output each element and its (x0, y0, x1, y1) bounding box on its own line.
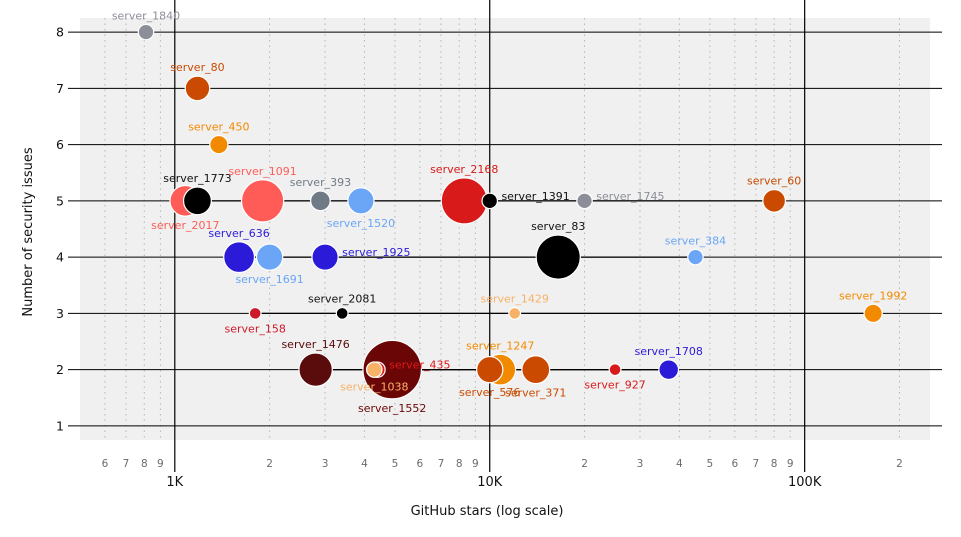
data-point (687, 248, 704, 266)
point-label: server_83 (531, 220, 585, 233)
point-label: server_1476 (281, 338, 349, 351)
y-tick-label: 7 (56, 81, 64, 96)
data-point (255, 243, 284, 271)
y-tick-label: 2 (56, 362, 64, 377)
point-label: server_1840 (112, 9, 180, 22)
point-label: server_1552 (358, 402, 426, 415)
y-tick-label: 4 (56, 250, 64, 265)
x-minor-tick-label: 9 (157, 458, 164, 470)
x-major-tick-label: 10K (477, 475, 503, 490)
point-label: server_1391 (501, 190, 569, 203)
point-label: server_1429 (481, 293, 549, 306)
y-tick-label: 1 (56, 418, 64, 433)
point-label: server_927 (584, 379, 645, 392)
x-axis-ticks: 6 7 8 9 2 3 4 5 6 7 8 9 2 3 4 5 6 7 8 9 21K 10K 100K (102, 458, 903, 490)
x-minor-tick-label: 3 (322, 458, 329, 470)
data-point (535, 234, 581, 280)
x-minor-tick-label: 3 (637, 458, 644, 470)
point-label: server_1992 (839, 289, 907, 302)
data-point (658, 359, 680, 381)
x-minor-tick-label: 8 (141, 458, 148, 470)
x-minor-tick-label: 2 (266, 458, 273, 470)
data-point (440, 177, 488, 225)
point-label: server_1745 (596, 190, 664, 203)
point-label: server_1091 (228, 165, 296, 178)
point-label: server_2081 (308, 293, 376, 306)
x-minor-tick-label: 2 (581, 458, 588, 470)
data-point (298, 352, 333, 387)
x-minor-tick-label: 5 (707, 458, 714, 470)
data-point (311, 243, 339, 271)
data-point (223, 241, 256, 274)
x-minor-tick-label: 2 (896, 458, 903, 470)
data-point (508, 306, 522, 320)
x-minor-tick-label: 7 (753, 458, 760, 470)
data-point (240, 179, 285, 223)
point-label: server_1925 (342, 246, 410, 259)
point-label: server_1038 (340, 380, 408, 393)
x-major-tick-label: 1K (166, 475, 183, 490)
point-label: server_393 (290, 176, 351, 189)
x-axis-title: GitHub stars (log scale) (411, 504, 564, 519)
x-minor-tick-label: 7 (123, 458, 130, 470)
x-minor-tick-label: 7 (438, 458, 445, 470)
data-point (184, 75, 211, 102)
y-tick-label: 8 (56, 25, 64, 40)
point-label: server_1247 (466, 339, 534, 352)
point-label: server_1520 (327, 217, 395, 230)
point-label: server_1773 (163, 172, 231, 185)
x-minor-tick-label: 8 (456, 458, 463, 470)
data-point (576, 192, 593, 210)
data-point (762, 188, 787, 213)
y-tick-label: 3 (56, 306, 64, 321)
point-label: server_2017 (151, 219, 219, 232)
y-axis-title: Number of security issues (21, 147, 36, 316)
x-minor-tick-label: 9 (787, 458, 794, 470)
data-point (347, 187, 375, 215)
point-label: server_60 (747, 175, 801, 188)
point-label: server_2168 (430, 163, 498, 176)
data-point (248, 306, 262, 320)
data-point (481, 192, 499, 210)
point-label: server_435 (389, 359, 450, 372)
x-minor-tick-label: 9 (472, 458, 479, 470)
data-point (366, 361, 383, 378)
point-label: server_371 (505, 387, 566, 400)
point-label: server_636 (208, 227, 269, 240)
x-minor-tick-label: 4 (361, 458, 368, 470)
x-minor-tick-label: 8 (771, 458, 778, 470)
x-minor-tick-label: 5 (392, 458, 399, 470)
x-minor-tick-label: 4 (676, 458, 683, 470)
point-label: server_384 (665, 234, 726, 247)
data-point (521, 355, 551, 385)
data-point (863, 303, 883, 324)
y-tick-label: 6 (56, 137, 64, 152)
point-label: server_1708 (635, 345, 703, 358)
data-point (335, 306, 349, 320)
x-minor-tick-label: 6 (731, 458, 738, 470)
y-tick-label: 5 (56, 193, 64, 208)
y-axis-ticks: 1 2 3 4 5 6 7 8 (56, 25, 64, 434)
x-minor-tick-label: 6 (102, 458, 109, 470)
point-label: server_80 (170, 61, 224, 74)
x-minor-tick-label: 6 (417, 458, 424, 470)
point-label: server_158 (225, 322, 286, 335)
data-points (137, 23, 883, 400)
point-label: server_576 (459, 386, 520, 399)
x-major-tick-label: 100K (788, 475, 822, 490)
point-label: server_450 (188, 121, 249, 134)
data-point (137, 23, 155, 41)
data-point (182, 186, 212, 216)
data-point (362, 339, 422, 400)
data-point (608, 363, 622, 377)
point-labels: server_1840 server_80 server_450 server_177… (112, 9, 908, 415)
data-point (209, 134, 229, 155)
data-point (476, 355, 504, 384)
point-label: server_1691 (235, 273, 303, 286)
data-point (310, 190, 331, 212)
